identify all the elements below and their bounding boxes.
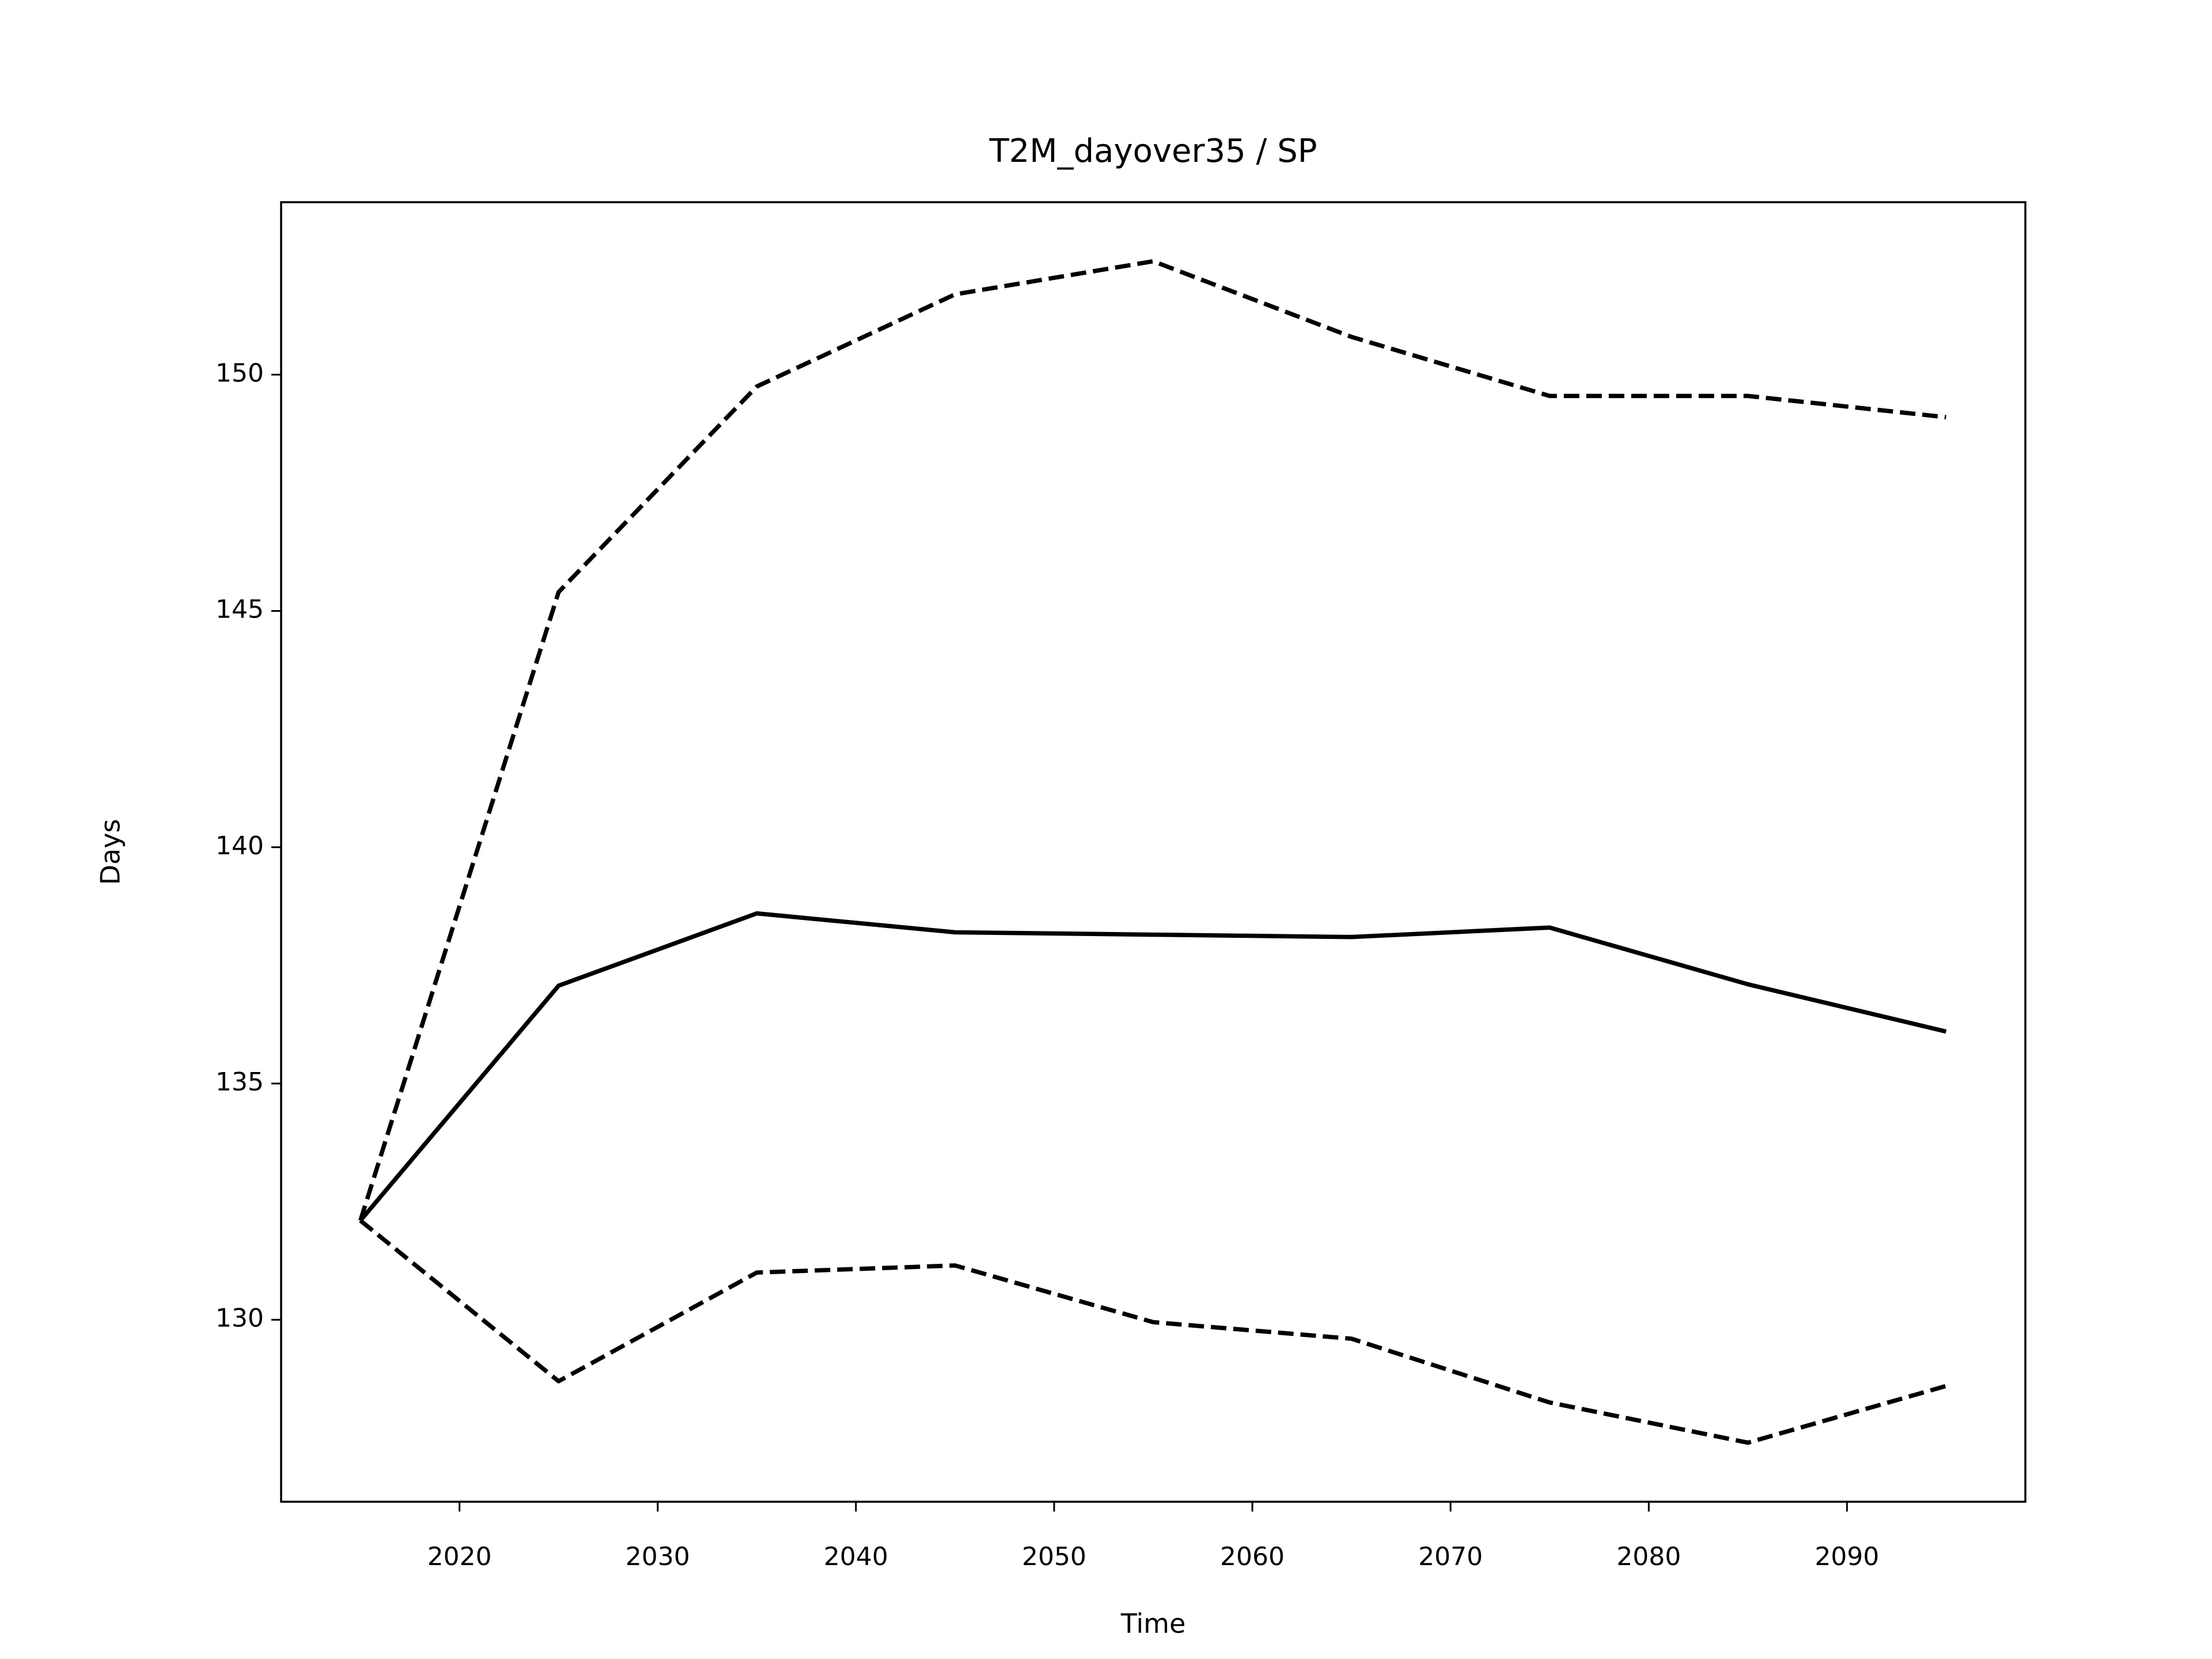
x-tick-label: 2030 xyxy=(626,1542,690,1571)
x-tick-label: 2060 xyxy=(1220,1542,1285,1571)
y-tick-label: 140 xyxy=(215,831,264,861)
x-tick-label: 2050 xyxy=(1022,1542,1086,1571)
x-axis-label: Time xyxy=(1120,1608,1186,1639)
y-tick-label: 135 xyxy=(215,1067,264,1097)
data-line xyxy=(358,911,1947,1222)
x-tick-label: 2020 xyxy=(427,1542,492,1571)
y-tick-label: 130 xyxy=(215,1304,264,1333)
x-tick-label: 2080 xyxy=(1616,1542,1681,1571)
y-tick-label: 150 xyxy=(215,358,264,388)
data-line xyxy=(359,1218,1947,1445)
chart-title: T2M_dayover35 / SP xyxy=(988,132,1317,170)
x-tick-label: 2040 xyxy=(824,1542,888,1571)
data-line xyxy=(358,259,1946,1222)
y-tick-label: 145 xyxy=(215,595,264,624)
x-tick-label: 2090 xyxy=(1815,1542,1879,1571)
plot-frame xyxy=(280,201,2027,1503)
x-tick-label: 2070 xyxy=(1418,1542,1483,1571)
y-axis-label: Days xyxy=(95,819,126,885)
